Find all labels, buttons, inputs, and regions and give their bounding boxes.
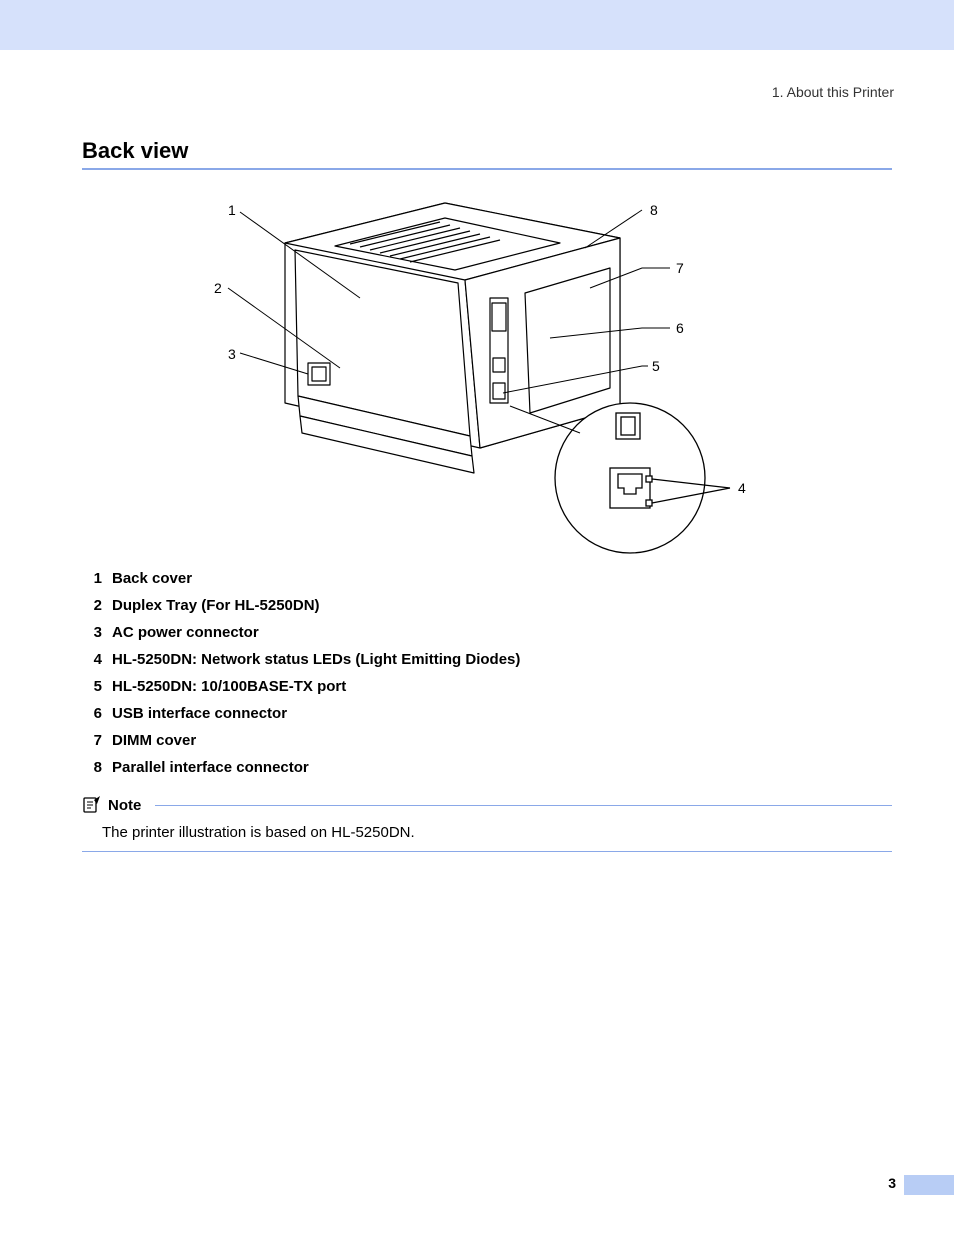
- legend-item: 4 HL-5250DN: Network status LEDs (Light …: [82, 651, 882, 668]
- legend-item: 6 USB interface connector: [82, 705, 882, 722]
- note-block: Note The printer illustration is based o…: [82, 796, 892, 852]
- legend-num: 2: [82, 597, 102, 614]
- top-band: [0, 0, 954, 50]
- callout-2: 2: [214, 280, 222, 296]
- legend-item: 2 Duplex Tray (For HL-5250DN): [82, 597, 882, 614]
- legend-item: 1 Back cover: [82, 570, 882, 587]
- legend-text: Back cover: [112, 570, 192, 587]
- note-body: The printer illustration is based on HL-…: [82, 814, 892, 851]
- legend-text: USB interface connector: [112, 705, 287, 722]
- legend-text: DIMM cover: [112, 732, 196, 749]
- section-title: Back view: [82, 138, 188, 164]
- legend-num: 3: [82, 624, 102, 641]
- legend-num: 5: [82, 678, 102, 695]
- callout-3: 3: [228, 346, 236, 362]
- legend-item: 8 Parallel interface connector: [82, 759, 882, 776]
- legend-item: 5 HL-5250DN: 10/100BASE-TX port: [82, 678, 882, 695]
- legend-list: 1 Back cover 2 Duplex Tray (For HL-5250D…: [82, 570, 882, 786]
- legend-item: 3 AC power connector: [82, 624, 882, 641]
- callout-5: 5: [652, 358, 660, 374]
- legend-num: 6: [82, 705, 102, 722]
- callout-7: 7: [676, 260, 684, 276]
- page-tab: [904, 1175, 954, 1195]
- legend-text: AC power connector: [112, 624, 259, 641]
- legend-text: Duplex Tray (For HL-5250DN): [112, 597, 320, 614]
- legend-num: 1: [82, 570, 102, 587]
- legend-text: HL-5250DN: Network status LEDs (Light Em…: [112, 651, 520, 668]
- printer-diagram: 1 2 3 4 5 6 7 8: [190, 188, 750, 558]
- printer-illustration: [190, 188, 750, 558]
- note-icon: [82, 796, 102, 814]
- callout-1: 1: [228, 202, 236, 218]
- callout-8: 8: [650, 202, 658, 218]
- legend-item: 7 DIMM cover: [82, 732, 882, 749]
- callout-4: 4: [738, 480, 746, 496]
- chapter-header: 1. About this Printer: [772, 84, 894, 100]
- legend-num: 8: [82, 759, 102, 776]
- legend-text: HL-5250DN: 10/100BASE-TX port: [112, 678, 346, 695]
- page-number: 3: [888, 1175, 896, 1191]
- legend-num: 7: [82, 732, 102, 749]
- legend-num: 4: [82, 651, 102, 668]
- note-rule-top: [155, 805, 892, 806]
- callout-6: 6: [676, 320, 684, 336]
- note-header: Note: [82, 796, 892, 814]
- legend-text: Parallel interface connector: [112, 759, 309, 776]
- note-label: Note: [108, 797, 141, 814]
- note-rule-bottom: [82, 851, 892, 852]
- section-rule: [82, 168, 892, 170]
